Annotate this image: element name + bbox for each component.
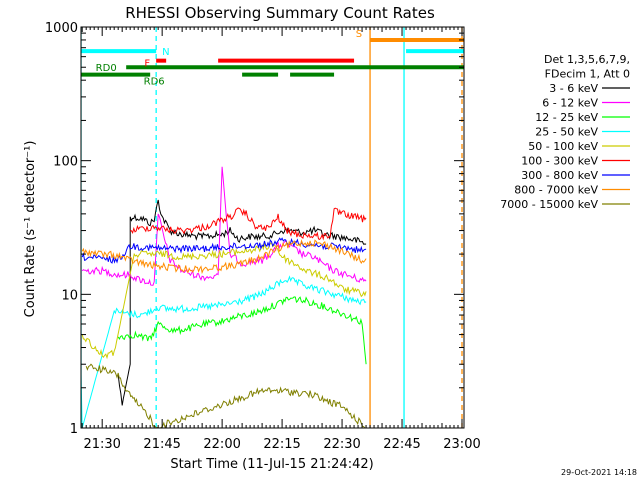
x-tick-label: 23:00 (443, 437, 480, 452)
legend-entry-label: 7000 - 15000 keV (500, 198, 598, 211)
y-tick-label: 1000 (45, 21, 78, 36)
timestamp: 29-Oct-2021 14:18 (561, 468, 637, 477)
legend-entry-label: 50 - 100 keV (528, 140, 598, 153)
series-line-2 (117, 296, 367, 365)
flag-label-rd6: RD6 (144, 77, 165, 88)
series-line-6 (81, 237, 367, 264)
flag-label-s: S (356, 29, 362, 40)
flag-label-f: F (144, 59, 150, 70)
y-tick-label: 10 (61, 288, 78, 303)
legend-entry-label: 12 - 25 keV (535, 111, 598, 124)
flag-label-rd0: RD0 (96, 63, 117, 74)
legend-header-line: FDecim 1, Att 0 (545, 68, 630, 81)
legend-entry-label: 25 - 50 keV (535, 126, 598, 139)
legend: Det 1,3,5,6,7,9, FDecim 1, Att 03 - 6 keV… (500, 53, 630, 211)
y-tick-label: 100 (53, 155, 78, 170)
x-tick-label: 22:15 (263, 437, 300, 452)
y-tick-label: 1 (70, 422, 78, 437)
plot-frame (80, 26, 465, 429)
legend-entry-label: 300 - 800 keV (521, 169, 598, 182)
legend-entry-label: 6 - 12 keV (542, 97, 598, 110)
series-line-4 (81, 242, 367, 360)
x-tick-label: 21:45 (143, 437, 180, 452)
x-tick-label: 22:45 (383, 437, 420, 452)
plot-area (80, 26, 465, 429)
x-tick-label: 22:00 (203, 437, 240, 452)
legend-header-line: Det 1,3,5,6,7,9, (544, 53, 630, 66)
flag-label-n: N (162, 47, 169, 58)
series-line-7 (81, 239, 367, 275)
legend-entry-label: 3 - 6 keV (549, 82, 598, 95)
series-line-5 (130, 207, 367, 241)
series-line-3 (81, 275, 367, 428)
series-line-8 (85, 363, 367, 428)
y-axis-label: Count Rate (s⁻¹ detector⁻¹) (23, 141, 38, 318)
x-tick-label: 22:30 (323, 437, 360, 452)
x-axis-label: Start Time (11-Jul-15 21:24:42) (170, 457, 373, 472)
x-tick-label: 21:30 (83, 437, 120, 452)
legend-entry-label: 100 - 300 keV (521, 155, 598, 168)
legend-entry-label: 800 - 7000 keV (514, 184, 598, 197)
series-line-1 (81, 166, 367, 286)
chart-title: RHESSI Observing Summary Count Rates (125, 4, 435, 22)
